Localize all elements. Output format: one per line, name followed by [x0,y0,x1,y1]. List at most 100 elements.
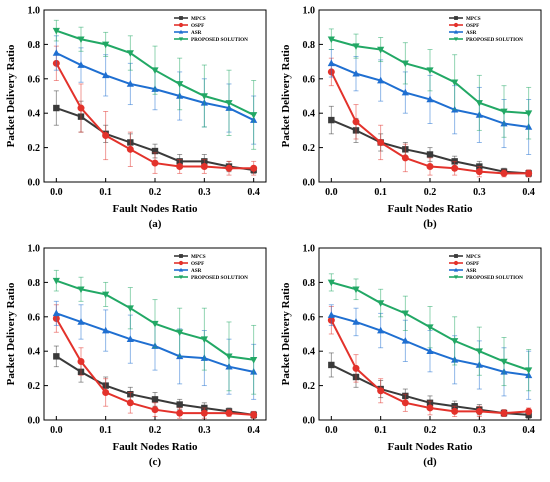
data-point [225,409,233,417]
data-point [52,309,60,317]
x-tick-label: 0.0 [325,187,338,198]
y-tick-label: 0.2 [28,143,41,154]
data-point [102,71,110,79]
data-point [77,358,85,366]
legend-marker [453,29,459,34]
data-point [102,388,110,396]
data-point [250,164,258,172]
data-point [151,406,159,414]
legend-marker [453,37,459,42]
data-point [327,279,335,287]
chart-panel: 0.0 0.2 0.4 0.6 0.8 1.0 0.0 0.1 0.2 0.3 0.4 Fault N… [280,6,542,230]
data-point [126,399,134,407]
y-tick-label: 0.0 [28,416,41,427]
x-tick-label: 0.4 [522,425,535,436]
y-tick-label: 0.8 [303,40,316,51]
data-point [151,320,159,328]
data-point [52,27,60,35]
legend-label: ASR [466,268,477,274]
data-point [176,163,184,171]
x-tick-label: 0.0 [50,187,63,198]
data-point [377,387,385,395]
data-point [327,59,335,67]
x-tick-label: 0.3 [473,425,486,436]
data-point [176,81,184,88]
x-tick-label: 0.2 [424,187,437,198]
x-tick-label: 0.3 [198,187,211,198]
data-point [426,95,434,103]
data-point [475,348,483,355]
x-tick-label: 0.3 [198,425,211,436]
data-point [151,396,159,403]
series-group [52,269,258,395]
legend-marker [453,260,459,266]
series-group [52,45,258,176]
data-point [401,399,409,407]
y-tick-label: 0.0 [303,178,316,189]
y-tick-label: 0.6 [303,312,316,323]
data-point [426,151,434,158]
data-point [77,318,85,325]
x-tick-label: 0.4 [247,425,260,436]
legend-label: OSPF [466,23,479,29]
data-point [426,324,434,331]
data-point [225,100,233,107]
y-tick-label: 0.8 [303,278,316,289]
chart-panel: 0.0 0.2 0.4 0.6 0.8 1.0 0.0 0.1 0.2 0.3 0.4 Fault N… [280,244,542,468]
data-point [401,60,409,68]
y-tick-label: 1.0 [28,244,41,255]
data-point [126,335,134,342]
panel-label: (b) [423,218,437,230]
legend-marker [453,275,459,280]
data-point [200,336,208,343]
data-point [500,409,508,417]
legend-label: ASR [191,268,202,274]
data-point [151,147,159,155]
data-point [176,329,184,337]
y-tick-label: 0.2 [28,381,41,392]
data-point [426,163,434,171]
data-point [77,104,85,112]
data-point [451,407,459,415]
y-tick-label: 1.0 [28,6,41,17]
y-axis-label: Packet Delivery Ratio [5,282,17,385]
legend-label: PROPOSED SOLUTION [466,37,523,43]
data-point [401,310,409,318]
data-point [352,43,360,50]
data-point [53,104,60,112]
legend-marker [179,16,183,20]
y-tick-label: 0.4 [303,347,316,358]
data-point [475,407,483,415]
x-axis-label: Fault Nodes Ratio [113,441,198,453]
data-point [52,49,60,56]
data-point [451,79,459,87]
legend-marker [454,16,458,20]
data-point [328,361,335,369]
data-point [525,367,533,374]
data-point [500,108,508,116]
data-point [200,93,208,100]
legend-label: OSPF [191,23,204,29]
data-point [102,41,110,49]
data-point [377,138,385,146]
y-tick-label: 0.2 [303,381,316,392]
series-group [327,273,533,392]
data-point [250,411,258,419]
series-group [327,28,533,140]
legend-marker [453,267,459,272]
data-point [77,61,85,68]
series-group [327,57,533,178]
data-point [352,118,360,126]
series-group [52,304,258,419]
data-point [525,110,533,117]
x-tick-label: 0.3 [473,187,486,198]
x-tick-label: 0.2 [149,187,162,198]
data-point [401,88,409,96]
legend-label: MPCS [466,254,481,260]
data-point [451,338,459,345]
x-tick-label: 0.2 [424,425,437,436]
data-point [401,154,409,162]
data-point [426,404,434,412]
